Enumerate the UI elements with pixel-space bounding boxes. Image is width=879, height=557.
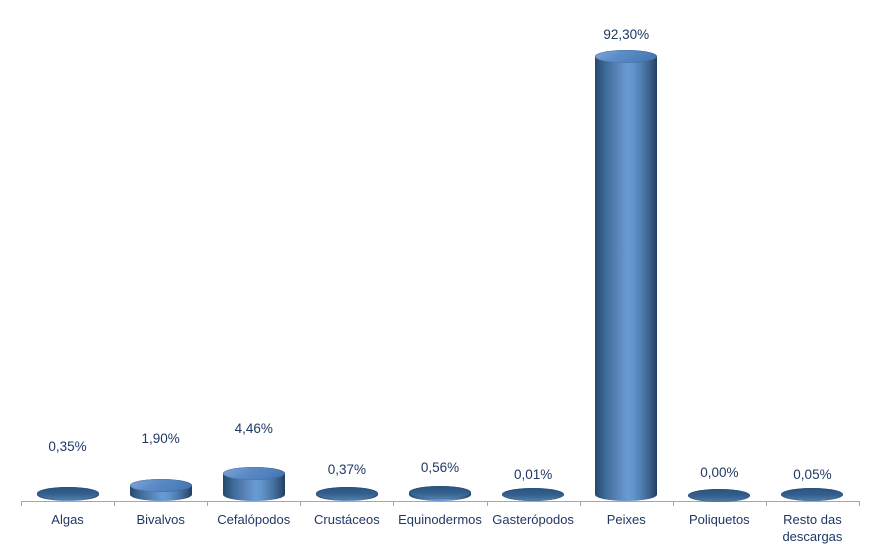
axis-tick — [765, 501, 767, 506]
cylinder-top-ellipse-7 — [688, 488, 751, 502]
cylinder-top-ellipse-3 — [315, 486, 378, 500]
value-label-4: 0,56% — [420, 460, 460, 475]
category-label-8: Resto das descargas — [782, 512, 843, 544]
cylinder-top-ellipse-8 — [781, 488, 844, 502]
value-label-2: 4,46% — [234, 421, 273, 436]
axis-tick — [114, 501, 116, 506]
cylinder-top-ellipse-1 — [129, 479, 192, 493]
value-label-1: 1,90% — [141, 431, 180, 446]
category-label-1: Bivalvos — [136, 512, 185, 527]
cylinder-top-ellipse-6 — [595, 49, 658, 63]
cylinder-top-ellipse-4 — [409, 485, 471, 499]
value-label-6: 92,30% — [603, 27, 650, 42]
category-label-0: Algas — [51, 512, 84, 527]
cylinder-top-ellipse-0 — [36, 486, 99, 500]
category-label-3: Crustáceos — [314, 512, 380, 527]
cylinder-top-ellipse-5 — [502, 488, 565, 502]
value-label-8: 0,05% — [793, 467, 832, 482]
axis-tick — [21, 501, 22, 506]
category-label-7: Poliquetos — [688, 512, 750, 527]
category-label-2: Cefalópodos — [217, 512, 291, 527]
x-axis-line — [21, 501, 859, 502]
value-label-5: 0,01% — [513, 467, 553, 482]
axis-tick — [207, 501, 209, 506]
axis-tick — [486, 501, 488, 506]
axis-tick — [393, 501, 395, 506]
axis-tick — [859, 501, 860, 506]
axis-tick — [300, 501, 302, 506]
category-label-5: Gasterópodos — [492, 512, 574, 527]
cylinder-bar-6 — [595, 49, 658, 502]
axis-tick — [672, 501, 674, 506]
cylinder-top-ellipse-2 — [222, 467, 285, 481]
value-label-7: 0,00% — [700, 465, 739, 480]
value-label-3: 0,37% — [327, 462, 367, 477]
category-label-4: Equinodermos — [398, 512, 482, 527]
category-label-6: Peixes — [606, 512, 646, 527]
value-label-0: 0,35% — [48, 439, 87, 454]
axis-tick — [579, 501, 581, 506]
